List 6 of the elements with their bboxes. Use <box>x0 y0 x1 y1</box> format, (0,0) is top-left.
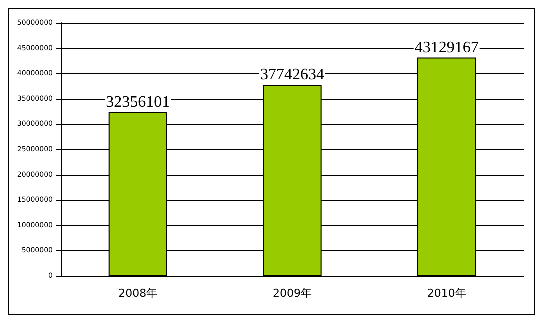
data-label: 32356101 <box>106 94 170 111</box>
x-tick-label: 2008年 <box>118 287 158 300</box>
data-label: 37742634 <box>260 66 324 84</box>
x-tick-label: 2010年 <box>427 287 466 300</box>
x-tick-label: 2009年 <box>273 287 312 300</box>
data-label: 43129167 <box>414 39 479 56</box>
